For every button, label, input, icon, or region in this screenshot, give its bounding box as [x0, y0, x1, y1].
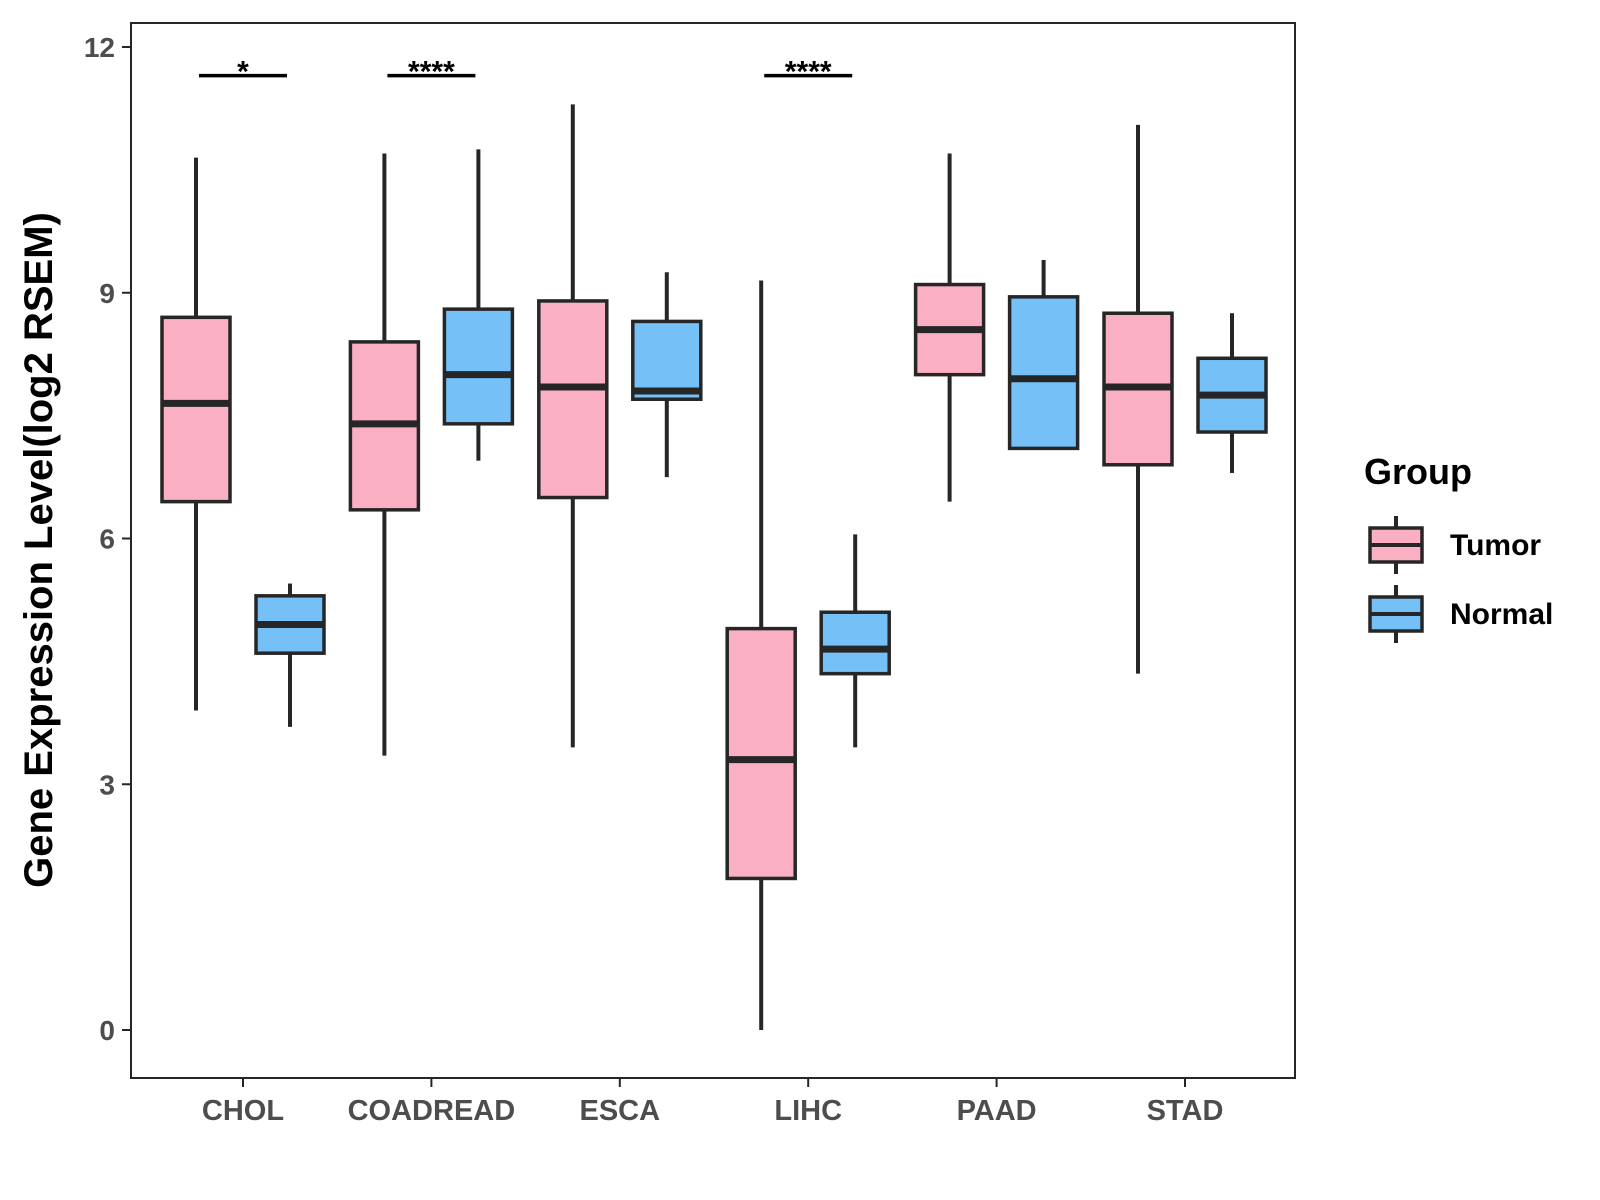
box-normal-stad — [1196, 313, 1268, 473]
box-normal-chol — [254, 583, 326, 727]
box-tumor-esca — [537, 104, 609, 748]
legend: Group Tumor Normal — [1364, 451, 1553, 643]
y-tick-label: 9 — [99, 278, 115, 309]
significance-layer: * **** **** — [199, 56, 853, 89]
iqr-box — [1007, 295, 1080, 451]
x-tick-label: COADREAD — [348, 1095, 516, 1127]
box-tumor-stad — [1102, 124, 1174, 674]
box-tumor-coadread — [348, 153, 421, 756]
box-normal-esca — [631, 272, 703, 478]
y-tick-label: 12 — [84, 32, 115, 63]
box-tumor-paad — [913, 153, 986, 502]
iqr-box — [160, 315, 232, 504]
x-tick-label: PAAD — [957, 1095, 1037, 1127]
significance-label: **** — [408, 56, 455, 89]
iqr-box — [819, 610, 891, 676]
x-tick-label: CHOL — [202, 1095, 284, 1127]
plot-panel — [130, 22, 1296, 1079]
box-normal-paad — [1007, 259, 1080, 451]
y-axis-title: Gene Expression Level(log2 RSEM) — [17, 212, 61, 888]
legend-item-normal: Normal — [1368, 585, 1553, 643]
iqr-box — [442, 307, 515, 426]
x-tick-label: STAD — [1147, 1095, 1224, 1127]
box-normal-lihc — [819, 534, 891, 748]
legend-label: Tumor — [1450, 529, 1541, 562]
y-tick-label: 0 — [99, 1015, 115, 1046]
significance-label: * — [237, 56, 249, 89]
boxes-layer — [160, 104, 1268, 1030]
box-tumor-chol — [160, 157, 232, 711]
box-tumor-lihc — [725, 280, 797, 1030]
legend-label: Normal — [1450, 598, 1553, 631]
legend-title: Group — [1364, 451, 1472, 492]
axes-layer: 0 3 6 9 12 CHOL COADREAD ESCA LIHC PAAD STAD — [84, 32, 1224, 1127]
x-tick-label: ESCA — [580, 1095, 661, 1127]
box-normal-coadread — [442, 149, 515, 461]
legend-item-tumor: Tumor — [1368, 516, 1541, 574]
iqr-box — [725, 626, 797, 881]
y-tick-label: 6 — [99, 524, 115, 555]
y-tick-label: 3 — [99, 769, 115, 800]
iqr-box — [537, 299, 609, 500]
significance-label: **** — [785, 56, 832, 89]
iqr-box — [631, 319, 703, 401]
x-tick-label: LIHC — [774, 1095, 842, 1127]
